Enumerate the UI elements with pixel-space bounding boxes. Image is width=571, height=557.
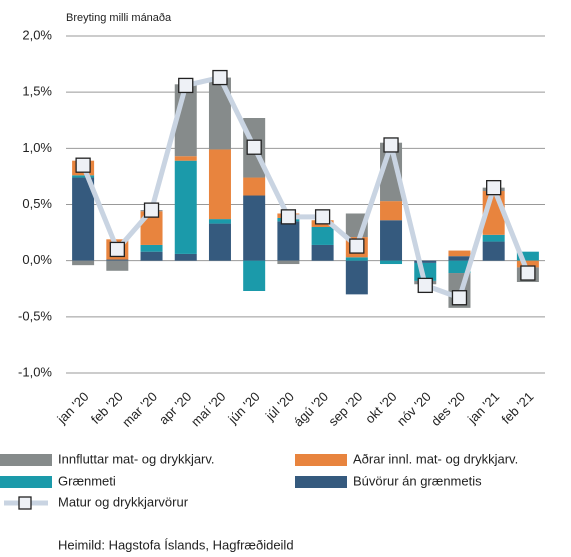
legend-swatch (295, 476, 347, 488)
x-tick-label: jan '21 (464, 389, 502, 427)
bar-segment (448, 256, 471, 261)
bar-segment (243, 260, 266, 291)
x-tick-label: nóv '20 (394, 389, 434, 429)
bar-segment (380, 201, 403, 221)
bar-segment (414, 260, 437, 263)
legend-marker (18, 496, 32, 510)
bar-segment (277, 221, 300, 261)
legend-label: Matur og drykkjarvörur (58, 494, 189, 509)
line-marker (383, 137, 399, 153)
bar-segment (380, 220, 403, 261)
chart-title: Breyting milli mánaða (66, 12, 172, 24)
x-tick-label: mar '20 (119, 389, 160, 430)
line-marker (451, 290, 468, 306)
bar-segment (311, 226, 334, 245)
source: Heimild: Hagstofa Íslands, Hagfræðideild (58, 537, 294, 552)
legend-swatch (0, 454, 52, 466)
line-marker (314, 209, 331, 225)
y-tick-label: -1,0% (18, 364, 52, 379)
line-marker (246, 139, 262, 155)
bar-segment (380, 260, 403, 265)
bar-segment (448, 260, 471, 274)
bar-segment (243, 177, 266, 196)
bar-segment (277, 260, 300, 265)
bar-segment (345, 257, 368, 261)
y-tick-label: 2,0% (22, 27, 52, 42)
line-marker (349, 238, 365, 254)
x-tick-label: feb '21 (499, 389, 537, 427)
legend-swatch (0, 476, 52, 488)
bar-segment (140, 244, 163, 252)
bar-segment (72, 177, 95, 261)
line-marker (75, 157, 91, 173)
bar-segment (174, 160, 197, 254)
x-tick-label: maí '20 (188, 389, 228, 429)
bar-segment (482, 234, 505, 242)
x-tick-label: okt '20 (362, 389, 399, 426)
line-marker (178, 77, 194, 94)
line-marker (109, 241, 125, 258)
bar-segment (72, 175, 95, 178)
y-tick-label: 0,0% (22, 252, 52, 267)
legend-label: Grænmeti (58, 473, 116, 488)
bar-segment (345, 260, 368, 295)
line-marker (212, 69, 228, 86)
bar-segment (243, 195, 266, 261)
bar-segment (106, 259, 129, 261)
bar-segment (208, 77, 231, 150)
bar-segment (174, 156, 197, 161)
bar-segment (208, 219, 231, 224)
y-tick-label: 1,5% (22, 84, 52, 99)
line-marker (143, 202, 160, 218)
bar-segment (516, 251, 539, 261)
x-tick-label: jún '20 (225, 389, 263, 427)
bar-segment (140, 251, 163, 261)
line-marker (280, 209, 297, 225)
bar-segment (208, 223, 231, 261)
x-tick-label: jan '20 (54, 389, 92, 427)
x-tick-label: apr '20 (156, 389, 194, 427)
y-tick-label: 1,0% (22, 140, 52, 155)
bar-segment (174, 253, 197, 261)
bar-segment (208, 149, 231, 220)
legend-swatch (295, 454, 347, 466)
bar-segment (516, 260, 539, 268)
line-marker (486, 179, 502, 196)
bar-segment (482, 241, 505, 261)
y-tick-label: -0,5% (18, 308, 52, 323)
line-marker (520, 265, 536, 281)
bar-segment (311, 244, 334, 261)
x-tick-label: ágú '20 (291, 389, 331, 429)
legend-label: Búvörur án grænmetis (353, 473, 482, 488)
line-marker (417, 277, 433, 294)
x-tick-label: des '20 (428, 389, 468, 429)
bar-segment (448, 250, 471, 257)
legend-label: Aðrar innl. mat- og drykkjarv. (353, 451, 518, 466)
bar-segment (72, 260, 95, 266)
bar-segment (106, 260, 129, 271)
x-tick-label: sep '20 (325, 389, 365, 429)
legend-label: Innfluttar mat- og drykkjarv. (58, 451, 215, 466)
y-tick-label: 0,5% (22, 196, 52, 211)
